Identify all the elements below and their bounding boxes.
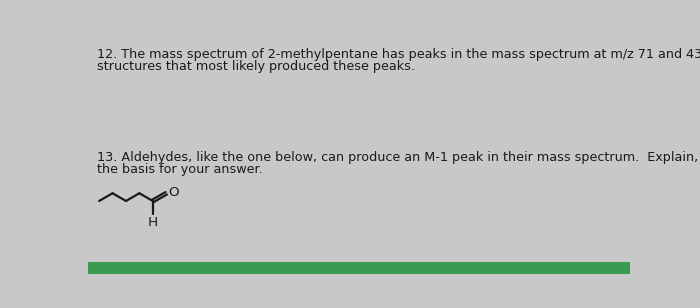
Bar: [88, 262, 630, 274]
Text: O: O: [168, 186, 178, 199]
Text: 13. Aldehydes, like the one below, can produce an M-1 peak in their mass spectru: 13. Aldehydes, like the one below, can p…: [97, 151, 700, 164]
Text: H: H: [148, 216, 158, 229]
Text: 12. The mass spectrum of 2-methylpentane has peaks in the mass spectrum at m/z 7: 12. The mass spectrum of 2-methylpentane…: [97, 48, 700, 61]
Text: the basis for your answer.: the basis for your answer.: [97, 163, 262, 176]
Text: structures that most likely produced these peaks.: structures that most likely produced the…: [97, 60, 415, 73]
